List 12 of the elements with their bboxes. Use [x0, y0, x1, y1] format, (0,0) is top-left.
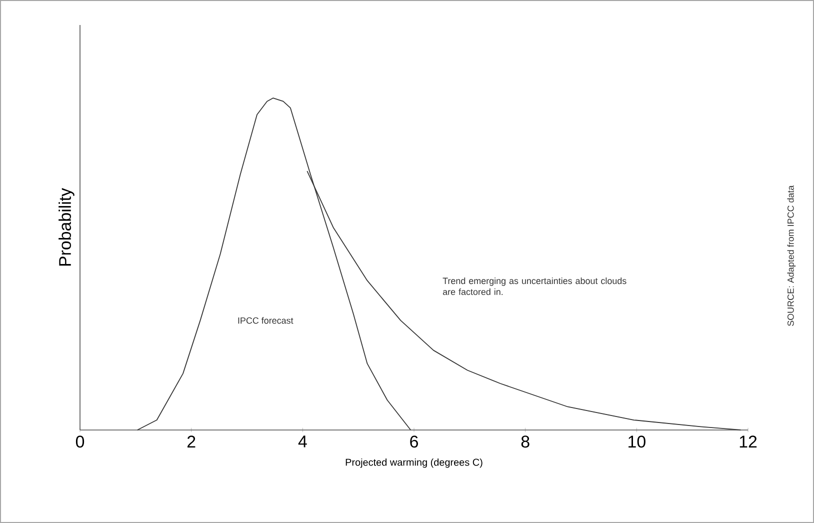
x-tick-label: 8 [521, 436, 530, 448]
annotation: Trend emerging as uncertainties about clouds are factored in. [442, 277, 626, 296]
source-note: SOURCE: Adapted from IPCC data [787, 185, 796, 326]
x-tick-label: 4 [298, 436, 307, 448]
y-axis-title: Probability [58, 188, 74, 266]
x-axis-title: Projected warming (degrees C) [346, 458, 482, 468]
x-tick-label: 2 [187, 436, 196, 448]
x-tick-label: 0 [76, 436, 84, 448]
x-tick-label: 12 [740, 436, 757, 448]
x-tick-label: 6 [410, 436, 418, 448]
x-tick-label: 10 [628, 436, 646, 448]
annotation: IPCC forecast [238, 317, 294, 324]
